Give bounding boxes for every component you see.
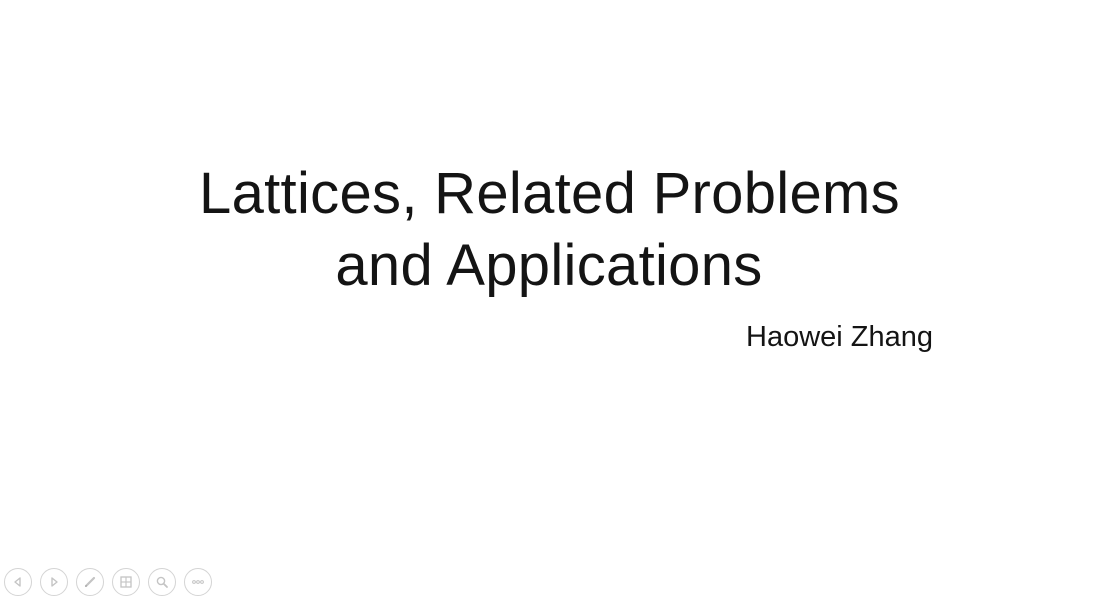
- zoom-icon: [156, 576, 168, 588]
- previous-slide-button[interactable]: [4, 568, 32, 596]
- title-line-1: Lattices, Related Problems: [199, 161, 900, 226]
- title-line-2: and Applications: [335, 233, 763, 298]
- slides-grid-icon: [120, 576, 132, 588]
- zoom-button[interactable]: [148, 568, 176, 596]
- pen-icon: [84, 576, 96, 588]
- next-slide-button[interactable]: [40, 568, 68, 596]
- see-all-slides-button[interactable]: [112, 568, 140, 596]
- more-options-icon: [192, 580, 204, 584]
- next-arrow-icon: [51, 577, 58, 587]
- slideshow-controls: [4, 568, 212, 598]
- previous-arrow-icon: [14, 577, 21, 587]
- slide-title: Lattices, Related Problems and Applicati…: [0, 158, 1100, 302]
- more-options-button[interactable]: [184, 568, 212, 596]
- pen-tool-button[interactable]: [76, 568, 104, 596]
- author-name: Haowei Zhang: [746, 321, 933, 353]
